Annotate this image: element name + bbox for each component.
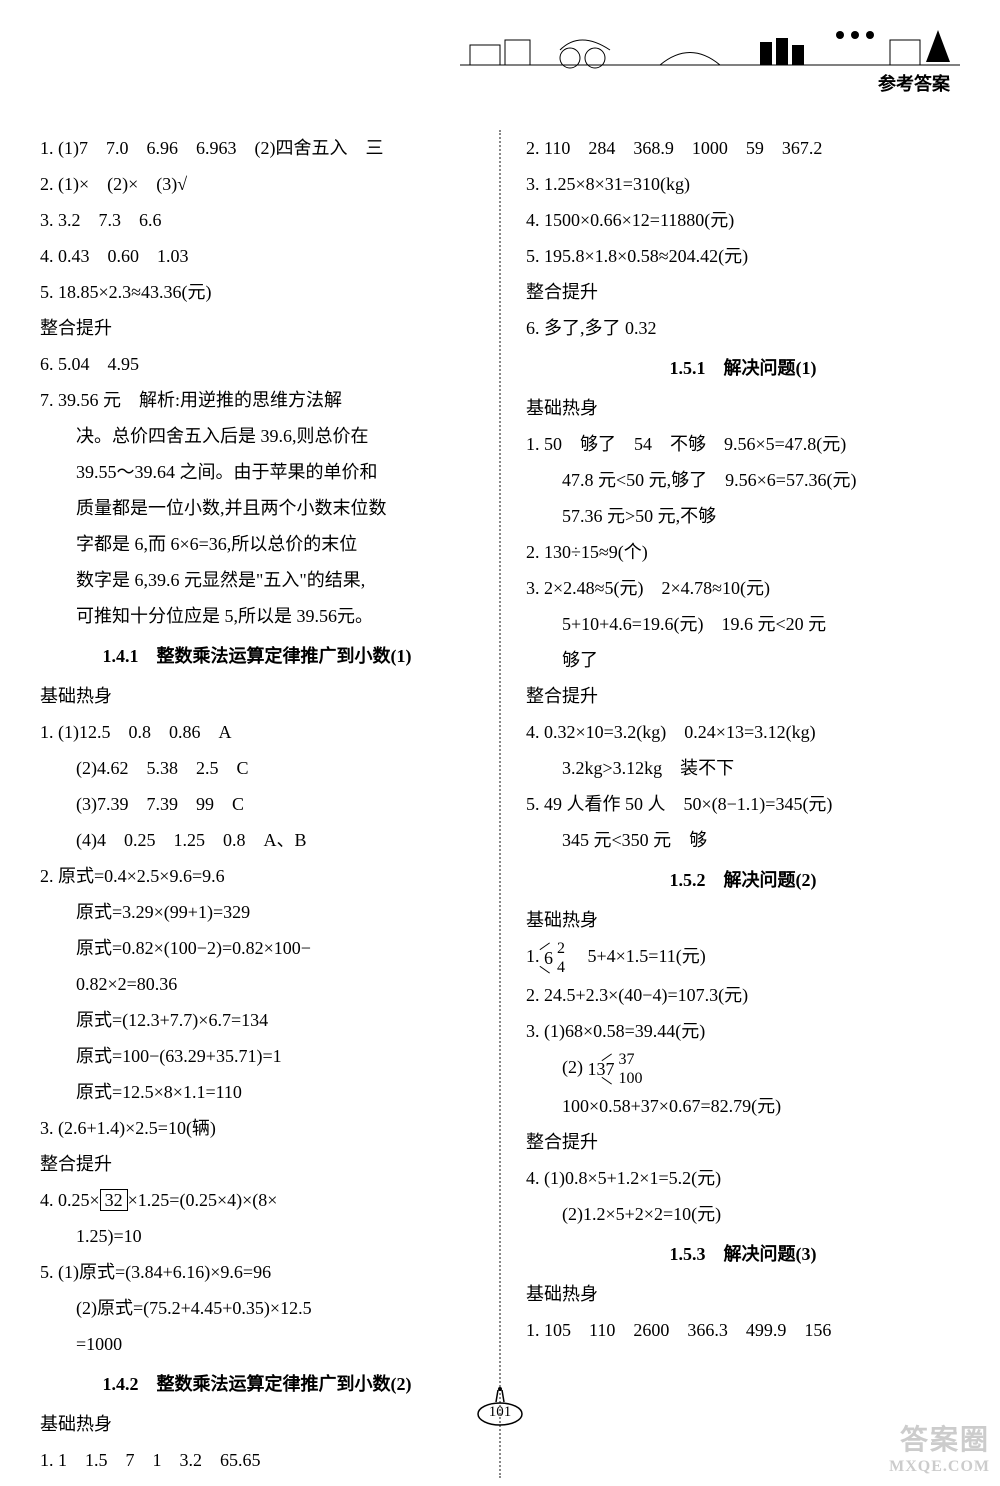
header-label: 参考答案 bbox=[878, 70, 950, 96]
text-line: 够了 bbox=[526, 642, 960, 678]
text-line: 2. 110 284 368.9 1000 59 367.2 bbox=[526, 130, 960, 166]
right-column: 2. 110 284 368.9 1000 59 367.2 3. 1.25×8… bbox=[526, 130, 960, 1478]
text-line: 1. (1)7 7.0 6.96 6.963 (2)四舍五入 三 bbox=[40, 130, 474, 166]
split-bot: 100 bbox=[619, 1069, 643, 1088]
text-line: (3)7.39 7.39 99 C bbox=[40, 786, 474, 822]
watermark-sub: MXQE.COM bbox=[889, 1458, 990, 1476]
subheading: 基础热身 bbox=[40, 678, 474, 714]
text-line: 5. 18.85×2.3≈43.36(元) bbox=[40, 274, 474, 310]
text-line: 6. 5.04 4.95 bbox=[40, 346, 474, 382]
text-line: (2)4.62 5.38 2.5 C bbox=[40, 750, 474, 786]
text-span: ×1.25=(0.25×4)×(8× bbox=[128, 1190, 278, 1210]
text-line: 决。总价四舍五入后是 39.6,则总价在 bbox=[40, 418, 474, 454]
text-line: 57.36 元>50 元,不够 bbox=[526, 498, 960, 534]
text-line: 原式=0.82×(100−2)=0.82×100− bbox=[40, 930, 474, 966]
text-line: 1. 105 110 2600 366.3 499.9 156 bbox=[526, 1312, 960, 1348]
number-split: 137 37 100 bbox=[588, 1050, 643, 1088]
subheading: 整合提升 bbox=[526, 1124, 960, 1160]
text-line: 1. 6 2 4 5+4×1.5=11(元) bbox=[526, 938, 960, 977]
subheading: 整合提升 bbox=[526, 678, 960, 714]
subheading: 整合提升 bbox=[40, 310, 474, 346]
text-line: 100×0.58+37×0.67=82.79(元) bbox=[526, 1088, 960, 1124]
text-span: 5+4×1.5=11(元) bbox=[570, 946, 706, 966]
text-line: 3.2kg>3.12kg 装不下 bbox=[526, 750, 960, 786]
text-line: 4. 1500×0.66×12=11880(元) bbox=[526, 202, 960, 238]
content-area: 1. (1)7 7.0 6.96 6.963 (2)四舍五入 三 2. (1)×… bbox=[40, 130, 960, 1478]
text-line: 字都是 6,而 6×6=36,所以总价的末位 bbox=[40, 526, 474, 562]
text-line: 3. (2.6+1.4)×2.5=10(辆) bbox=[40, 1110, 474, 1146]
text-line: 可推知十分位应是 5,所以是 39.56元。 bbox=[40, 598, 474, 634]
text-line: 1. (1)12.5 0.8 0.86 A bbox=[40, 714, 474, 750]
section-title: 1.5.1 解决问题(1) bbox=[526, 350, 960, 386]
text-line: 质量都是一位小数,并且两个小数末位数 bbox=[40, 490, 474, 526]
text-line: 1. 50 够了 54 不够 9.56×5=47.8(元) bbox=[526, 426, 960, 462]
boxed-number: 32 bbox=[100, 1189, 128, 1211]
text-line: 原式=100−(63.29+35.71)=1 bbox=[40, 1038, 474, 1074]
section-title: 1.5.3 解决问题(3) bbox=[526, 1236, 960, 1272]
subheading: 整合提升 bbox=[40, 1146, 474, 1182]
split-bot: 4 bbox=[557, 958, 565, 977]
text-line: 2. 原式=0.4×2.5×9.6=9.6 bbox=[40, 858, 474, 894]
text-line: 3. 1.25×8×31=310(kg) bbox=[526, 166, 960, 202]
subheading: 基础热身 bbox=[526, 390, 960, 426]
text-line: 5+10+4.6=19.6(元) 19.6 元<20 元 bbox=[526, 606, 960, 642]
text-line: 1. 1 1.5 7 1 3.2 65.65 bbox=[40, 1442, 474, 1478]
text-line: 原式=(12.3+7.7)×6.7=134 bbox=[40, 1002, 474, 1038]
section-title: 1.5.2 解决问题(2) bbox=[526, 862, 960, 898]
page-number-value: 101 bbox=[470, 1404, 530, 1421]
text-line: 数字是 6,39.6 元显然是"五入"的结果, bbox=[40, 562, 474, 598]
text-line: 原式=12.5×8×1.1=110 bbox=[40, 1074, 474, 1110]
text-line: 4. (1)0.8×5+1.2×1=5.2(元) bbox=[526, 1160, 960, 1196]
page-number: 101 bbox=[0, 1386, 1000, 1426]
watermark-main: 答案圈 bbox=[900, 1425, 990, 1456]
number-split: 6 2 4 bbox=[544, 939, 565, 977]
text-line: 4. 0.32×10=3.2(kg) 0.24×13=3.12(kg) bbox=[526, 714, 960, 750]
text-line: 原式=3.29×(99+1)=329 bbox=[40, 894, 474, 930]
text-line: 3. 2×2.48≈5(元) 2×4.78≈10(元) bbox=[526, 570, 960, 606]
text-line: 345 元<350 元 够 bbox=[526, 822, 960, 858]
text-span: (2) bbox=[562, 1057, 588, 1077]
text-line: (2)原式=(75.2+4.45+0.35)×12.5 bbox=[40, 1290, 474, 1326]
text-line: 2. 130÷15≈9(个) bbox=[526, 534, 960, 570]
text-line: =1000 bbox=[40, 1326, 474, 1362]
column-divider bbox=[499, 130, 501, 1478]
text-line: 5. 195.8×1.8×0.58≈204.42(元) bbox=[526, 238, 960, 274]
text-line: 39.55～39.64 之间。由于苹果的单价和 bbox=[40, 454, 474, 490]
text-line: (4)4 0.25 1.25 0.8 A、B bbox=[40, 822, 474, 858]
watermark: 答案圈 MXQE.COM bbox=[889, 1418, 990, 1476]
text-line: 7. 39.56 元 解析:用逆推的思维方法解 bbox=[40, 382, 474, 418]
text-line: 2. (1)× (2)× (3)√ bbox=[40, 166, 474, 202]
section-title: 1.4.1 整数乘法运算定律推广到小数(1) bbox=[40, 638, 474, 674]
subheading: 基础热身 bbox=[526, 1276, 960, 1312]
text-span: 4. 0.25× bbox=[40, 1190, 100, 1210]
text-line: 4. 0.25×32×1.25=(0.25×4)×(8× bbox=[40, 1182, 474, 1218]
text-line: 5. (1)原式=(3.84+6.16)×9.6=96 bbox=[40, 1254, 474, 1290]
text-line: 0.82×2=80.36 bbox=[40, 966, 474, 1002]
text-line: 6. 多了,多了 0.32 bbox=[526, 310, 960, 346]
text-line: 5. 49 人看作 50 人 50×(8−1.1)=345(元) bbox=[526, 786, 960, 822]
text-line: (2) 137 37 100 bbox=[526, 1049, 960, 1088]
text-line: 3. 3.2 7.3 6.6 bbox=[40, 202, 474, 238]
text-line: 1.25)=10 bbox=[40, 1218, 474, 1254]
text-line: 47.8 元<50 元,够了 9.56×6=57.36(元) bbox=[526, 462, 960, 498]
split-top: 37 bbox=[619, 1050, 643, 1069]
subheading: 整合提升 bbox=[526, 274, 960, 310]
split-top: 2 bbox=[557, 939, 565, 958]
text-line: 2. 24.5+2.3×(40−4)=107.3(元) bbox=[526, 977, 960, 1013]
text-line: 4. 0.43 0.60 1.03 bbox=[40, 238, 474, 274]
text-line: (2)1.2×5+2×2=10(元) bbox=[526, 1196, 960, 1232]
left-column: 1. (1)7 7.0 6.96 6.963 (2)四舍五入 三 2. (1)×… bbox=[40, 130, 474, 1478]
subheading: 基础热身 bbox=[526, 902, 960, 938]
text-line: 3. (1)68×0.58=39.44(元) bbox=[526, 1013, 960, 1049]
